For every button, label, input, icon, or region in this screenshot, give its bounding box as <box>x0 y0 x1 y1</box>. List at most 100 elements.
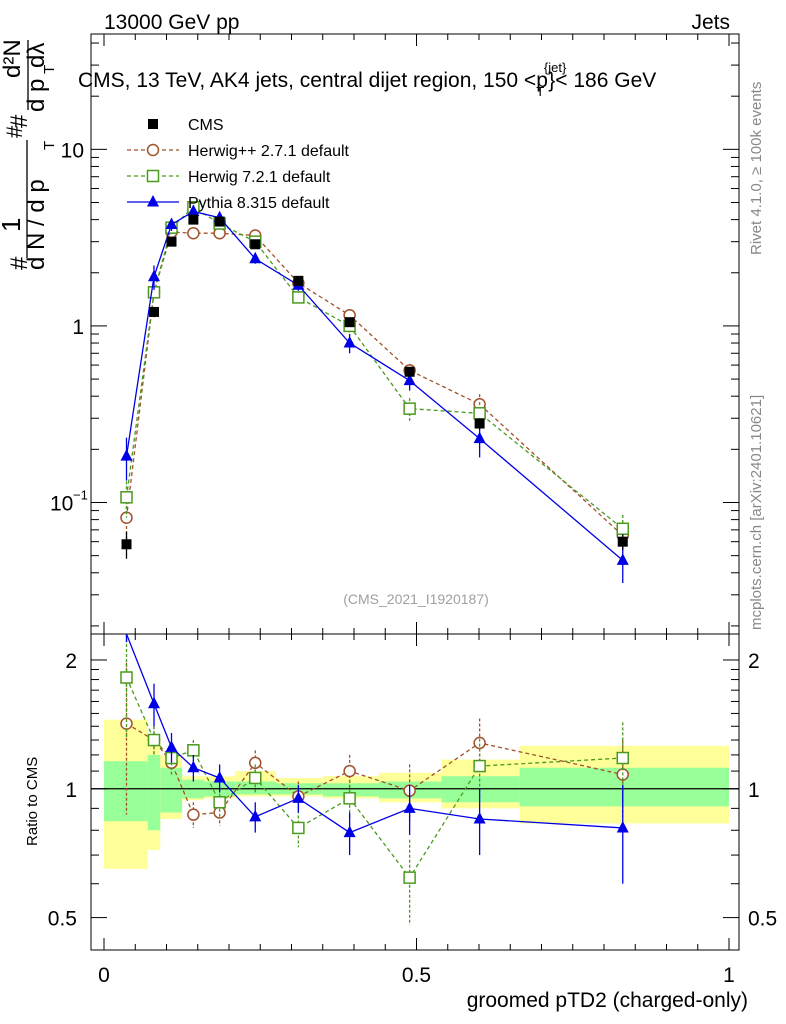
legend-marker <box>146 169 160 183</box>
ratio-axis-ticks: 0 0.5 1 2 2 1 1 0.5 0.5 <box>48 634 777 987</box>
data-point <box>616 553 629 565</box>
band-green <box>104 761 148 822</box>
ratio-ylabel: Ratio to CMS <box>24 757 41 846</box>
ratio-point <box>403 801 416 813</box>
ratio-point <box>343 825 356 838</box>
x-tick-label: 1 <box>723 964 735 987</box>
ratio-point <box>343 764 356 778</box>
svg-text:T: T <box>41 65 58 74</box>
band-green <box>322 783 379 797</box>
ratio-point <box>213 796 226 809</box>
ratio-plot-frame <box>90 633 740 951</box>
ratio-y-tick-label: 2 <box>65 650 77 673</box>
band-green <box>160 767 183 813</box>
data-point <box>616 522 629 536</box>
data-point <box>292 291 305 304</box>
data-point <box>165 217 178 230</box>
ratio-point <box>249 771 262 785</box>
ratio-point <box>292 791 305 803</box>
data-point <box>403 373 416 386</box>
legend-marker <box>148 119 158 129</box>
ratio-point <box>343 792 356 805</box>
ratio-point <box>249 756 262 770</box>
y-tick-label: 10 <box>50 492 73 515</box>
legend-label: Herwig++ 2.7.1 default <box>188 143 350 160</box>
data-point <box>148 269 160 282</box>
band-green <box>147 754 161 831</box>
cms-point <box>250 239 261 250</box>
svg-text:#: # <box>2 125 27 138</box>
cms-point <box>121 539 132 550</box>
ratio-point <box>473 759 486 773</box>
legend-label: Herwig 7.2.1 default <box>188 169 331 186</box>
main-ylabel: # 1 d N / d p T # d²N d p T # dλ <box>0 39 58 270</box>
ratio-series-layer <box>120 634 629 926</box>
ratio-y-tick-label-right: 0.5 <box>748 908 777 931</box>
ratio-point <box>147 733 161 747</box>
ratio-y-tick-label-right: 2 <box>748 650 760 673</box>
series-line <box>125 210 624 561</box>
data-point <box>187 204 200 216</box>
svg-text:T: T <box>41 141 58 150</box>
main-series-layer <box>120 200 629 584</box>
ratio-point <box>187 808 200 821</box>
svg-text:d p: d p <box>23 79 50 112</box>
svg-text:1: 1 <box>0 218 26 232</box>
legend-label: CMS <box>188 117 224 134</box>
ratio-point <box>473 736 486 750</box>
series-line <box>125 231 624 537</box>
data-point <box>249 251 262 264</box>
ratio-y-tick-label: 1 <box>65 779 77 802</box>
y-tick-label: 10 <box>61 139 84 162</box>
title-superscript: {jet} <box>544 60 567 75</box>
title-subscript: T <box>536 84 544 99</box>
header-process-label: 13000 GeV pp <box>104 11 239 34</box>
data-point <box>120 449 133 461</box>
ratio-point <box>616 820 629 833</box>
header-category-label: Jets <box>691 11 730 34</box>
ratio-point <box>120 671 133 684</box>
legend: CMS Herwig++ 2.7.1 default Herwig 7.2.1 de… <box>127 117 350 212</box>
cms-point <box>474 418 485 429</box>
cms-point <box>344 317 355 328</box>
x-tick-label: 0 <box>98 964 110 987</box>
plot-title: CMS, 13 TeV, AK4 jets, central dijet reg… <box>78 60 656 99</box>
ratio-point <box>213 770 226 783</box>
analysis-watermark: (CMS_2021_I1920187) <box>343 591 489 607</box>
ratio-point <box>148 696 160 709</box>
ratio-point <box>403 871 416 884</box>
data-point <box>403 402 416 415</box>
ratio-point <box>616 751 629 765</box>
cms-point <box>214 216 225 227</box>
data-point <box>343 336 356 348</box>
title-end: }< 186 GeV <box>548 69 656 92</box>
svg-text:d N / d p: d N / d p <box>23 179 50 270</box>
cms-point <box>188 214 199 225</box>
cms-point <box>293 275 304 286</box>
rivet-version-label: Rivet 4.1.0, ≥ 100k events <box>748 82 765 255</box>
svg-text:#: # <box>6 114 33 128</box>
ratio-y-tick-label-right: 1 <box>748 779 760 802</box>
svg-text:#: # <box>6 256 33 270</box>
legend-marker <box>146 143 160 157</box>
ratio-point <box>292 821 305 835</box>
ratio-point <box>187 744 200 757</box>
svg-text:d²N: d²N <box>0 39 26 78</box>
series-line <box>125 206 624 530</box>
data-point <box>473 431 486 444</box>
cms-point <box>404 366 415 377</box>
cms-point <box>149 306 159 317</box>
mcplots-reference-label: mcplots.cern.ch [arXiv:2401.10621] <box>748 395 765 630</box>
data-point <box>473 407 486 420</box>
ratio-y-tick-label: 0.5 <box>48 908 77 931</box>
y-tick-label: 1 <box>72 316 84 339</box>
ratio-point <box>187 760 200 773</box>
legend-marker <box>147 195 159 207</box>
x-tick-label: 0.5 <box>402 964 431 987</box>
ratio-point <box>473 811 486 824</box>
ratio-point <box>165 740 178 752</box>
svg-text:dλ: dλ <box>23 43 50 68</box>
ratio-point <box>249 809 262 822</box>
